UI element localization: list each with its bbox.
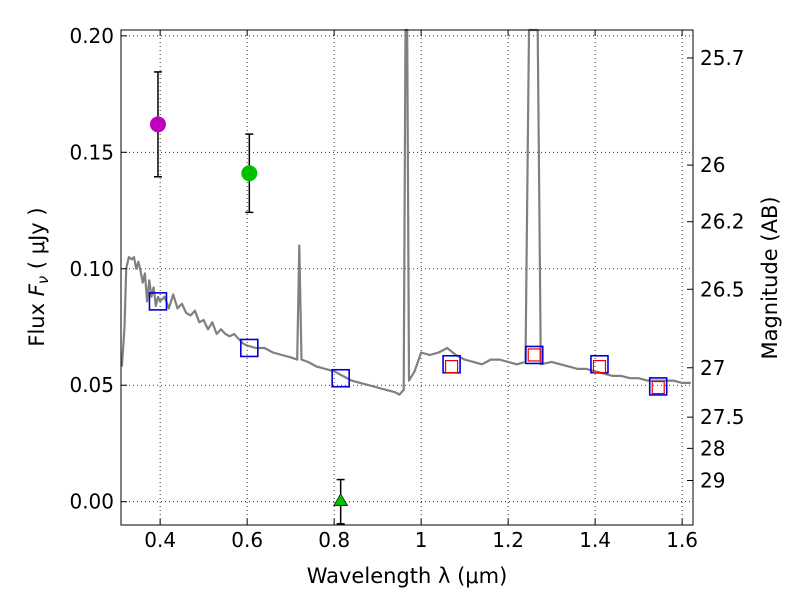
x-tick-label: 1.4 [579, 528, 611, 552]
y-tick-label: 0.10 [69, 257, 114, 281]
x-tick-label: 1.2 [492, 528, 524, 552]
magnitude-tick-label: 29 [700, 469, 725, 493]
magnitude-axis-ticks: 25.7 26 26.2 26.5 27 27.5 28 29 [687, 46, 745, 493]
magnitude-tick-label: 26.2 [700, 210, 745, 234]
observed-points [149, 71, 349, 525]
magnitude-tick-label: 25.7 [700, 46, 745, 70]
magnitude-tick-label: 27.5 [700, 405, 745, 429]
green-point [241, 165, 258, 182]
magnitude-tick-label: 28 [700, 436, 725, 460]
model-square [648, 377, 668, 396]
y-axis-label-symbol: F [25, 283, 49, 296]
y-axis-label-post: ( μJy ) [25, 207, 49, 275]
purple-point [149, 116, 166, 133]
x-tick-label: 0.8 [318, 528, 350, 552]
photometry-squares [148, 292, 668, 396]
magnitude-tick-label: 26.5 [700, 277, 745, 301]
x-tick-label: 1 [415, 528, 428, 552]
filter-square [527, 348, 541, 362]
green-limit [333, 493, 349, 507]
x-axis-ticks: 0.4 0.6 0.8 1 1.2 1.4 1.6 [144, 30, 698, 552]
x-axis-label: Wavelength λ (μm) [307, 564, 508, 588]
model-square [331, 368, 350, 388]
y-axis-label-subscript: ν [34, 276, 52, 284]
filter-square [444, 360, 459, 374]
magnitude-tick-label: 27 [700, 356, 725, 380]
filter-square [592, 360, 607, 374]
filter-square [651, 380, 665, 395]
model-square [240, 338, 259, 358]
y-axis-ticks: 0.00 0.05 0.10 0.15 0.20 [69, 24, 127, 514]
x-tick-label: 1.6 [666, 528, 698, 552]
magnitude-axis-label: Magnitude (AB) [758, 196, 782, 359]
magnitude-tick-label: 26 [700, 153, 725, 177]
y-axis-label-pre: Flux [25, 296, 49, 346]
grid [121, 30, 693, 525]
y-tick-label: 0.15 [69, 140, 114, 164]
y-tick-label: 0.20 [69, 24, 114, 48]
y-axis-label: Flux Fν ( μJy ) [25, 207, 52, 346]
x-tick-label: 0.6 [231, 528, 263, 552]
model-square [524, 345, 544, 365]
x-tick-label: 0.4 [144, 528, 176, 552]
plot-frame [120, 29, 694, 526]
y-tick-label: 0.00 [69, 490, 114, 514]
template-spectrum [120, 28, 691, 396]
spectrum-line [120, 28, 691, 396]
model-square [148, 292, 168, 311]
y-tick-label: 0.05 [69, 373, 114, 397]
